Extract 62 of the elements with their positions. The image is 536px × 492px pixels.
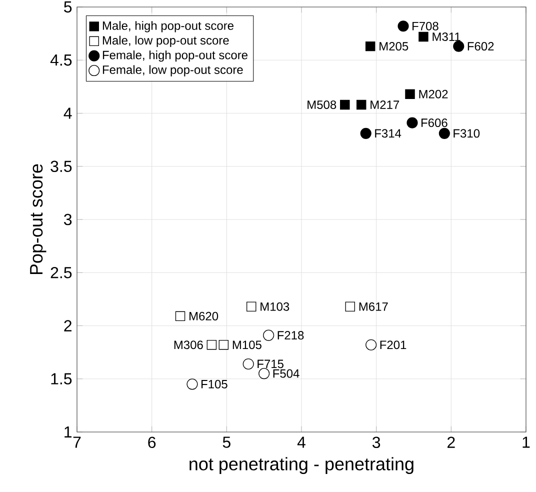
y-tick-label: 2 — [64, 320, 72, 332]
y-tick-label: 4.5 — [50, 54, 72, 66]
annotation: F602 — [468, 42, 494, 51]
point — [186, 378, 198, 390]
y-tick-label: 3.5 — [50, 160, 72, 172]
annotation: F201 — [380, 340, 406, 350]
annotation: F504 — [273, 369, 300, 378]
y-axis-title: Pop-out score — [30, 164, 46, 274]
point — [258, 368, 270, 380]
y-tick-label: 1.5 — [51, 373, 72, 384]
annotation: M205 — [380, 42, 408, 51]
point — [398, 20, 409, 32]
y-tick-label: 4 — [64, 108, 72, 119]
x-tick-label: 5 — [222, 436, 230, 448]
annotation: M105 — [232, 340, 262, 350]
point — [360, 128, 372, 139]
point — [438, 128, 450, 139]
annotation: F715 — [258, 360, 284, 368]
y-tick-label: 3 — [64, 214, 72, 226]
point — [175, 311, 186, 322]
point — [218, 340, 229, 350]
legend-label: Male, low pop-out score — [102, 36, 229, 47]
point — [453, 40, 464, 52]
x-tick-label: 6 — [148, 436, 156, 448]
point — [263, 330, 274, 341]
point — [356, 100, 366, 110]
x-tick-label: 2 — [448, 436, 455, 448]
annotation: F310 — [454, 129, 480, 138]
legend-label: Female, low pop-out score — [102, 65, 243, 76]
point — [406, 117, 418, 128]
x-tick-label: 4 — [297, 436, 306, 448]
legend-label: Male, high pop-out score — [102, 21, 234, 32]
annotation: M306 — [174, 340, 203, 350]
x-tick-label: 7 — [73, 436, 81, 448]
point — [246, 302, 256, 312]
point — [405, 89, 415, 99]
point — [418, 32, 428, 42]
point — [242, 358, 254, 370]
x-axis-title: not penetrating - penetrating — [190, 457, 414, 474]
annotation: M508 — [308, 100, 336, 109]
annotation: F314 — [375, 129, 402, 138]
y-tick-label: 1 — [64, 426, 72, 438]
y-tick-label: 5 — [64, 1, 72, 13]
point — [366, 339, 377, 350]
annotation: M620 — [190, 312, 218, 320]
x-tick-label: 3 — [372, 436, 380, 448]
x-tick-label: 1 — [522, 436, 530, 448]
point — [365, 41, 376, 52]
annotation: M617 — [359, 302, 388, 311]
annotation: F218 — [278, 331, 304, 340]
annotation: F105 — [201, 380, 228, 388]
point — [345, 302, 355, 312]
annotation: M311 — [432, 32, 460, 41]
y-tick-label: 2.5 — [50, 266, 72, 278]
annotation: F606 — [421, 118, 448, 128]
annotation: F708 — [412, 22, 438, 30]
point — [206, 340, 217, 350]
point — [340, 100, 350, 110]
annotation: M217 — [370, 100, 400, 109]
annotation: M202 — [419, 90, 448, 98]
legend-label: Female, high pop-out score — [102, 50, 248, 62]
annotation: M103 — [260, 302, 290, 311]
